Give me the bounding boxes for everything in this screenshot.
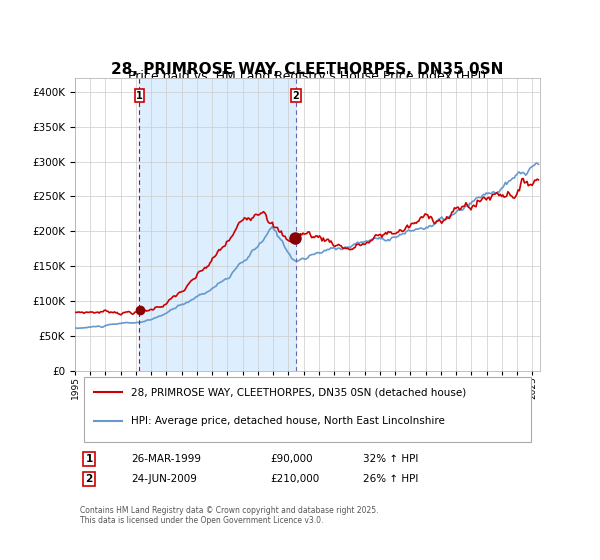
FancyBboxPatch shape	[84, 377, 531, 442]
Text: 2: 2	[292, 91, 299, 101]
Text: 26% ↑ HPI: 26% ↑ HPI	[364, 474, 419, 484]
Text: Contains HM Land Registry data © Crown copyright and database right 2025.
This d: Contains HM Land Registry data © Crown c…	[80, 506, 378, 525]
Text: £90,000: £90,000	[270, 454, 313, 464]
Text: 28, PRIMROSE WAY, CLEETHORPES, DN35 0SN (detached house): 28, PRIMROSE WAY, CLEETHORPES, DN35 0SN …	[131, 388, 466, 397]
Text: Price paid vs. HM Land Registry's House Price Index (HPI): Price paid vs. HM Land Registry's House …	[128, 70, 487, 83]
Text: 1: 1	[85, 454, 92, 464]
Text: 26-MAR-1999: 26-MAR-1999	[131, 454, 201, 464]
Text: £210,000: £210,000	[270, 474, 320, 484]
Text: 2: 2	[85, 474, 92, 484]
Text: HPI: Average price, detached house, North East Lincolnshire: HPI: Average price, detached house, Nort…	[131, 416, 445, 426]
Text: 1: 1	[136, 91, 143, 101]
Text: 28, PRIMROSE WAY, CLEETHORPES, DN35 0SN: 28, PRIMROSE WAY, CLEETHORPES, DN35 0SN	[112, 63, 503, 77]
Text: 24-JUN-2009: 24-JUN-2009	[131, 474, 197, 484]
Text: 32% ↑ HPI: 32% ↑ HPI	[364, 454, 419, 464]
Bar	[139, 78, 296, 371]
